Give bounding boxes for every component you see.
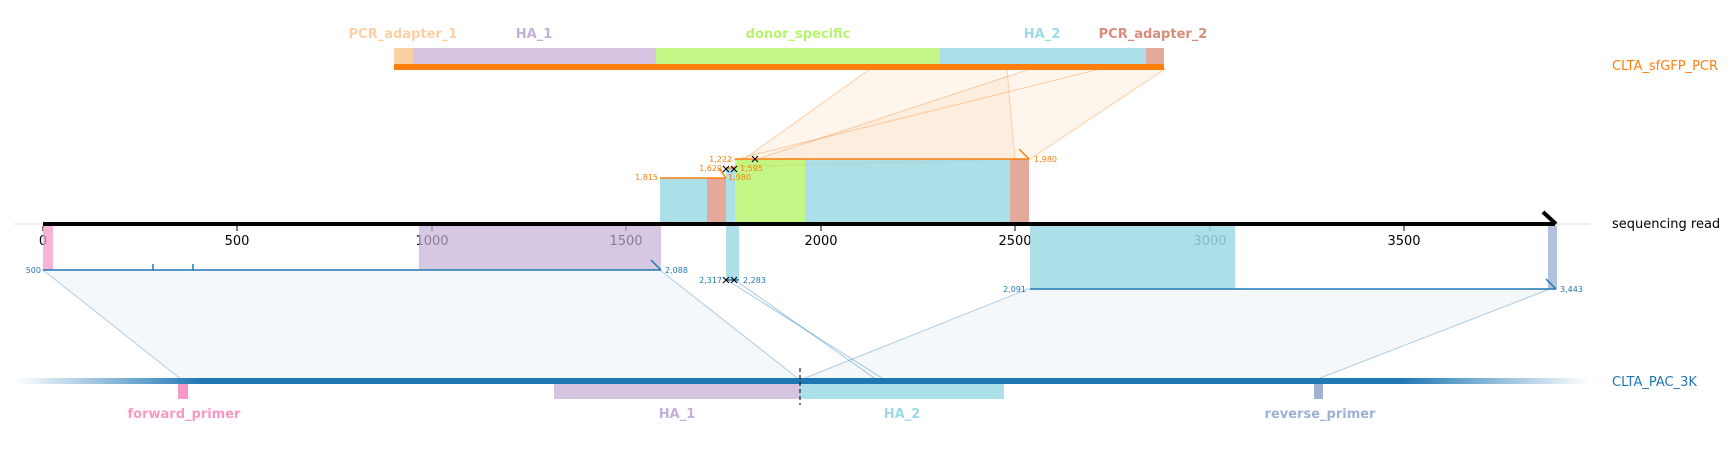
- bottom-feature-forward-primer: [178, 384, 188, 399]
- top-label-donor-specific: donor_specific: [746, 27, 851, 42]
- bottom-align-end-mark-1: [650, 259, 662, 271]
- bottom-alignments: 500 2,088 2,317 2,283 2,091 3,443: [26, 226, 1583, 294]
- bottom-wedge-2: [799, 288, 1551, 381]
- bottom-align-block-fwd-primer: [43, 226, 53, 270]
- top-align-block-ha2-c: [805, 159, 1010, 224]
- bottom-wedge-line-a: [726, 279, 886, 381]
- bottom-coord-500: 500: [26, 266, 41, 275]
- cross-mark-3: [730, 165, 738, 173]
- top-align-block-adapter-a: [707, 178, 726, 224]
- top-coord-1595: 1,595: [740, 164, 763, 173]
- bottom-label-reverse-primer: reverse_primer: [1265, 407, 1377, 422]
- top-feature-pcr-adapter-2: [1146, 48, 1164, 64]
- bottom-reference-name: CLTA_PAC_3K: [1612, 375, 1697, 390]
- top-feature-ha-2: [940, 48, 1146, 64]
- bottom-feature-reverse-primer: [1314, 384, 1323, 399]
- top-reference-name: CLTA_sfGFP_PCR: [1612, 59, 1718, 74]
- bottom-cross-marks: [722, 276, 738, 284]
- top-coord-1620: 1,620: [699, 164, 722, 173]
- bottom-align-block-ha2-b: [1030, 226, 1235, 289]
- bottom-wedge-line-b: [734, 279, 878, 381]
- cross-mark-1: [751, 155, 759, 163]
- tick-label-500: 500: [225, 234, 250, 249]
- read-bar: [43, 222, 1555, 226]
- bottom-coord-3443: 3,443: [1560, 285, 1583, 294]
- top-projection-wedges: [724, 68, 1167, 168]
- top-alignments: 1,815 1,222 1,620 1,595 1,980 1,980: [635, 148, 1057, 224]
- top-label-ha-1: HA_1: [516, 27, 553, 42]
- cross-mark-5: [730, 276, 738, 284]
- top-coord-1980-b: 1,980: [1034, 155, 1057, 164]
- bottom-align-block-ha2-a: [726, 226, 739, 280]
- bottom-coord-2317: 2,317: [699, 276, 722, 285]
- bottom-reference-bar: [14, 378, 1590, 384]
- top-align-block-ha2-a: [660, 178, 707, 224]
- cross-mark-4: [722, 276, 730, 284]
- bottom-align-end-mark-2: [1545, 278, 1557, 290]
- top-align-end-mark: [1018, 148, 1030, 160]
- top-feature-pcr-adapter-1: [394, 48, 413, 64]
- bottom-feature-ha-2: [800, 384, 1004, 399]
- bottom-label-ha-1: HA_1: [659, 407, 696, 422]
- bottom-coord-2088: 2,088: [665, 266, 688, 275]
- bottom-align-block-rev-primer: [1548, 226, 1557, 289]
- tick-label-3500: 3500: [1387, 234, 1420, 249]
- top-align-start-mark: [718, 167, 727, 179]
- top-reference: PCR_adapter_1 HA_1 donor_specific HA_2 P…: [349, 27, 1718, 74]
- bottom-label-forward-primer: forward_primer: [128, 407, 242, 422]
- bottom-reference: forward_primer HA_1 HA_2 reverse_primer …: [14, 368, 1697, 422]
- bottom-label-ha-2: HA_2: [884, 407, 921, 422]
- top-label-pcr-adapter-1: PCR_adapter_1: [349, 27, 458, 42]
- top-coord-1222: 1,222: [709, 155, 732, 164]
- read-arrow-head: [1541, 210, 1558, 226]
- top-align-block-ha2-b: [726, 168, 735, 224]
- top-feature-ha-1: [413, 48, 656, 64]
- cross-mark-2: [722, 165, 730, 173]
- bottom-wedge-1: [41, 269, 802, 381]
- top-align-block-adapter-b: [1010, 159, 1029, 224]
- bottom-coord-2283: 2,283: [743, 276, 766, 285]
- top-cross-marks: [722, 155, 759, 173]
- top-feature-donor-specific: [656, 48, 940, 64]
- bottom-projection-wedges: [41, 269, 1551, 381]
- read-name: sequencing read: [1612, 217, 1720, 232]
- tick-label-2500: 2500: [998, 234, 1031, 249]
- bottom-coord-2091: 2,091: [1003, 285, 1026, 294]
- top-coord-1815: 1,815: [635, 173, 658, 182]
- top-reference-bar: [394, 64, 1164, 70]
- top-label-ha-2: HA_2: [1024, 27, 1061, 42]
- bottom-align-block-ha1: [419, 226, 661, 270]
- top-wedge-line: [724, 68, 1101, 163]
- top-label-pcr-adapter-2: PCR_adapter_2: [1099, 27, 1208, 42]
- tick-label-2000: 2000: [804, 234, 837, 249]
- top-coord-1980-a: 1,980: [728, 173, 751, 182]
- bottom-feature-ha-1: [554, 384, 800, 399]
- top-align-block-donor: [735, 159, 805, 224]
